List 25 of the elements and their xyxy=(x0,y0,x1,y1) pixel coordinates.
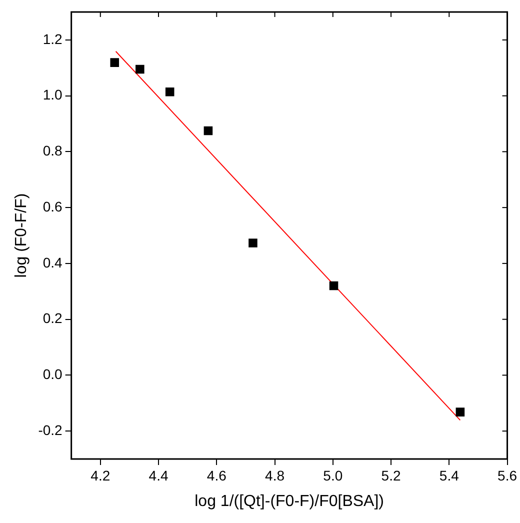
y-tick-label: 0.6 xyxy=(42,198,63,214)
point xyxy=(204,126,213,136)
x-tick-label: 5.2 xyxy=(381,467,401,484)
x-tick-label: 5.4 xyxy=(439,467,460,484)
y-tick-label: -0.2 xyxy=(38,422,63,438)
x-tick-label: 5.0 xyxy=(323,467,343,484)
y-tick-label: 0.2 xyxy=(42,310,63,326)
y-tick-label: 0.4 xyxy=(42,254,63,270)
y-tick-label: 1.2 xyxy=(42,30,63,47)
point xyxy=(165,88,174,96)
point xyxy=(136,64,144,74)
y-tick-label: 0.0 xyxy=(42,366,63,382)
x-tick-label: 4.8 xyxy=(265,467,285,484)
y-tick-label: 1.0 xyxy=(42,86,63,103)
point xyxy=(329,281,338,290)
y-tick-label: 0.8 xyxy=(42,142,63,159)
x-tick-label: 5.6 xyxy=(498,467,518,484)
y-axis-title: log (F0-F/F) xyxy=(13,193,30,278)
x-tick-label: 4.4 xyxy=(148,467,168,484)
x-axis-title: log 1/([Qt]-(F0-F)/F0[BSA]) xyxy=(194,492,384,510)
x-tick-label: 4.6 xyxy=(206,467,227,484)
point xyxy=(110,58,120,67)
x-tick-label: 4.2 xyxy=(90,467,110,484)
point xyxy=(456,408,465,416)
point xyxy=(248,238,258,248)
